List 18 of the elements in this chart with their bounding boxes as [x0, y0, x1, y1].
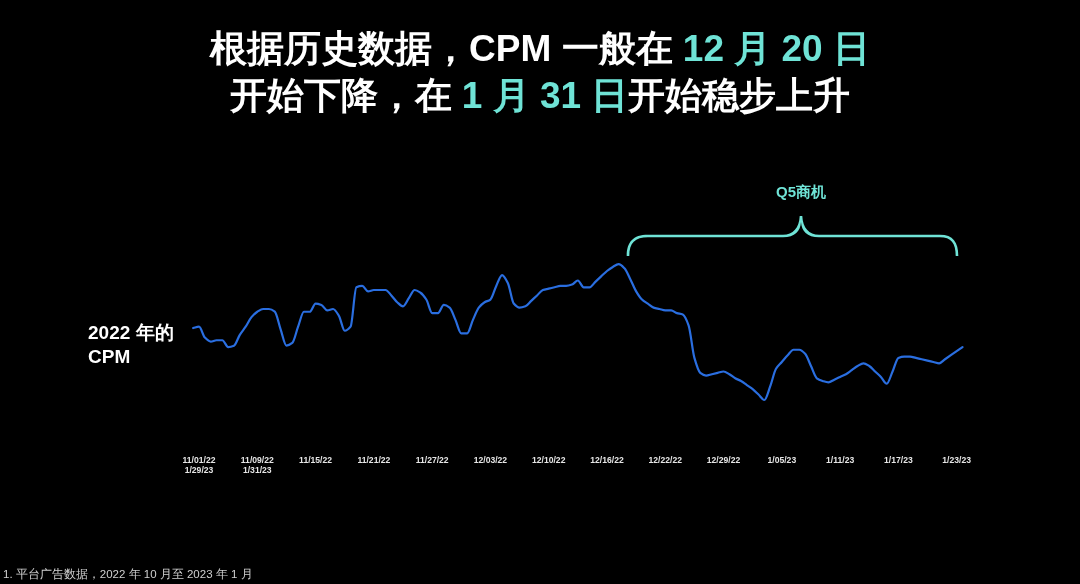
x-tick: 11/09/22 1/31/23	[240, 455, 274, 475]
x-tick: 12/10/22	[532, 455, 566, 465]
x-tick: 1/23/23	[942, 455, 971, 465]
x-tick: 11/27/22	[415, 455, 449, 465]
x-tick: 12/29/22	[706, 455, 741, 465]
x-tick: 12/22/22	[648, 455, 682, 465]
x-tick: 1/11/23	[826, 455, 855, 465]
annotation: Q5商机	[776, 183, 826, 200]
annotation: 1. 平台广告数据，2022 年 10 月至 2023 年 1 月	[3, 568, 253, 580]
x-tick: 1/05/23	[767, 455, 797, 465]
x-tick: 12/03/22	[473, 455, 508, 465]
x-tick: 1/17/23	[884, 455, 913, 465]
x-tick: 11/01/22 1/29/23	[182, 455, 216, 475]
x-tick: 11/15/22	[299, 455, 333, 465]
series-name: 2022 年的 CPM	[88, 322, 174, 367]
x-tick: 12/16/22	[590, 455, 624, 465]
title: 根据历史数据，CPM 一般在 12 月 20 日开始下降，在 1 月 31 日开始稳步上升	[210, 28, 870, 116]
x-tick: 11/21/22	[357, 455, 391, 465]
